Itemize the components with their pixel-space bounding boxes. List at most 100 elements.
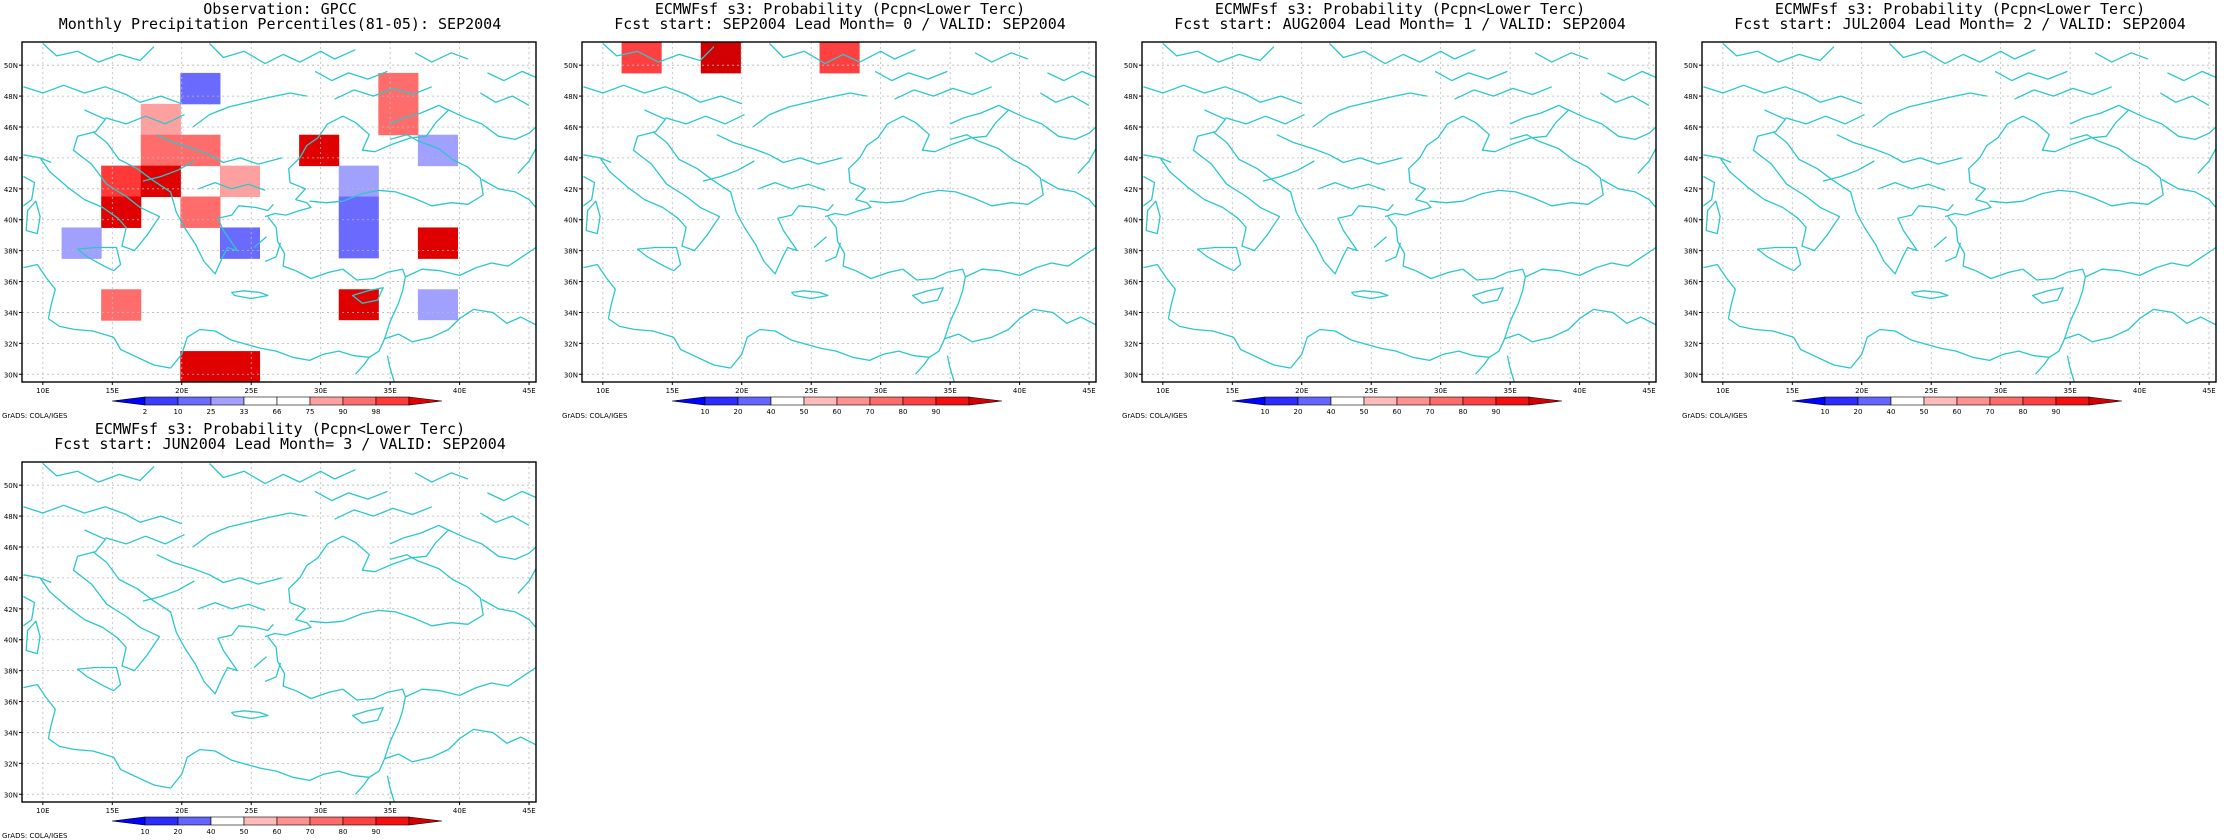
map-frame (1141, 41, 1657, 383)
coastline-layer (23, 43, 537, 383)
coastline (517, 568, 537, 594)
data-cell (101, 165, 142, 198)
coastline (334, 86, 433, 100)
coastline (25, 620, 41, 655)
colorbar-swatch (210, 396, 245, 406)
coastline (813, 236, 842, 263)
coastline (267, 216, 407, 358)
coastline (405, 246, 537, 278)
lat-label: 38N (564, 248, 578, 256)
coastline (758, 181, 826, 192)
coastline (1601, 178, 1657, 208)
coastline (1159, 109, 1281, 252)
lon-label: 40E (1573, 387, 1586, 395)
coastline (1944, 104, 2130, 218)
coastline (209, 463, 356, 485)
coastline (583, 263, 731, 369)
coastline (914, 356, 930, 375)
colorbar-arrow-right (408, 396, 443, 406)
coastline (2197, 148, 2217, 174)
lat-label: 38N (4, 248, 18, 256)
lon-label: 40E (453, 807, 466, 815)
lon-label: 10E (36, 807, 49, 815)
colorbar-swatch (375, 396, 410, 406)
colorbar-label: 33 (240, 408, 249, 416)
map-background (1702, 42, 2216, 382)
coastline (414, 472, 469, 483)
colorbar-arrow-right (408, 816, 443, 826)
coastline (405, 666, 537, 698)
colorbar-label: 90 (339, 408, 348, 416)
lat-label: 40N (564, 217, 578, 225)
coastline (791, 290, 829, 300)
coastline (448, 529, 537, 561)
data-cell (417, 227, 459, 259)
grads-credit: GrADS: COLA/IGES (562, 412, 628, 420)
coastline (636, 246, 682, 272)
coastline (1600, 92, 1650, 106)
colorbar-swatch (1264, 396, 1299, 406)
coastline (1474, 356, 1490, 375)
coastline (170, 328, 370, 369)
colorbar-swatch (770, 396, 805, 406)
coastline (602, 43, 715, 63)
lat-label: 36N (4, 699, 18, 707)
coastline (384, 308, 537, 343)
coastline (25, 200, 41, 235)
colorbar-swatch (375, 816, 410, 826)
coastline (192, 92, 307, 128)
grads-credit: GrADS: COLA/IGES (2, 412, 68, 420)
lat-label: 32N (4, 340, 18, 348)
map-background (22, 462, 536, 802)
coastline (192, 512, 307, 548)
lat-label: 38N (4, 668, 18, 676)
coastline (76, 246, 122, 272)
colorbar-label: 60 (1393, 408, 1402, 416)
coastline (156, 554, 282, 585)
coastline-layer (23, 463, 537, 803)
data-cell (417, 320, 459, 352)
coastline (42, 43, 155, 63)
coastline (1785, 114, 1865, 125)
coastline-layer (1143, 43, 1657, 383)
data-cell (101, 258, 142, 290)
coastline (752, 92, 867, 128)
coastline (869, 134, 1044, 207)
coastline (2167, 70, 2217, 82)
coastline (946, 355, 955, 383)
coastline (1525, 246, 1657, 278)
lon-label: 20E (175, 387, 188, 395)
lat-label: 30N (1124, 371, 1138, 379)
coastline (2085, 246, 2217, 278)
lon-label: 35E (1503, 387, 1516, 395)
colorbar-label: 80 (339, 828, 348, 836)
lon-label: 25E (245, 387, 258, 395)
coastline (253, 656, 282, 683)
lat-label: 38N (1124, 248, 1138, 256)
coastline (23, 84, 183, 105)
colorbar-label: 70 (306, 828, 315, 836)
lat-label: 30N (4, 371, 18, 379)
colorbar-swatch (144, 396, 179, 406)
lat-label: 48N (4, 93, 18, 101)
colorbar-swatch (803, 396, 838, 406)
coastline (944, 308, 1097, 343)
panel-title: ECMWFsf s3: Probability (Pcpn<Lower Terc… (94, 420, 466, 438)
lon-label: 25E (805, 387, 818, 395)
colorbar-arrow-left (111, 396, 146, 406)
colorbar-label: 80 (2019, 408, 2028, 416)
lon-label: 45E (522, 807, 535, 815)
panel-title: Observation: GPCC (203, 0, 357, 18)
coastline (105, 114, 185, 125)
panel-subtitle: Fcst start: JUN2004 Lead Month= 3 / VALI… (54, 435, 506, 453)
coastline (1568, 109, 1657, 141)
data-cell (299, 134, 340, 167)
coastline (1989, 134, 2164, 207)
coastline (2128, 109, 2217, 141)
coastline (480, 92, 530, 106)
coastline (481, 178, 537, 208)
map-frame (1701, 41, 2217, 383)
colorbar-swatch (309, 396, 344, 406)
coastline (1434, 70, 1508, 82)
coastline (142, 580, 195, 602)
